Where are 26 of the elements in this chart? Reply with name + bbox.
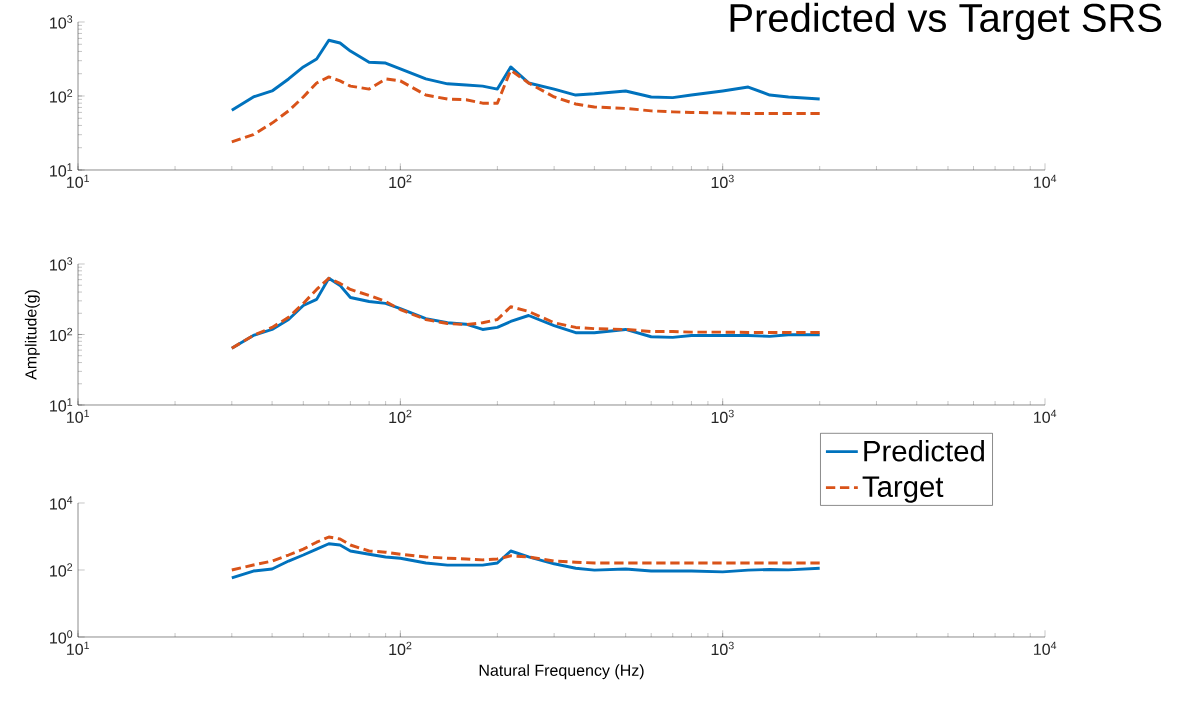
x-tick-label: 10$^{3}$ — [711, 641, 734, 656]
y-tick-label: 10$^{0}$ — [50, 630, 73, 644]
legend-label: Target — [862, 476, 944, 503]
x-axis-title: Natural Frequency (Hz) — [479, 664, 644, 680]
x-tick-label: 10$^{4}$ — [1034, 641, 1057, 655]
legend-label: Predicted — [864, 439, 984, 462]
x-tick-label: 10$^{2}$ — [389, 409, 412, 424]
x-tick-label: 10$^{2}$ — [389, 174, 412, 189]
y-tick-label: 10$^{3}$ — [50, 15, 73, 29]
x-tick-label: 10$^{4}$ — [1034, 174, 1057, 188]
x-tick-label: 10$^{1}$ — [67, 641, 90, 655]
x-tick-label: 10$^{3}$ — [711, 174, 734, 189]
x-tick-label: 10$^{1}$ — [67, 409, 90, 423]
y-tick-label: 10$^{1}$ — [50, 398, 73, 412]
y-tick-label: 10$^{1}$ — [50, 163, 73, 177]
y-axis-title: Amplitude(g) — [24, 290, 40, 380]
y-tick-label: 10$^{3}$ — [50, 257, 73, 271]
y-tick-label: 10$^{2}$ — [50, 89, 73, 103]
y-tick-label: 10$^{2}$ — [50, 563, 73, 577]
x-tick-label: 10$^{2}$ — [389, 641, 412, 656]
x-tick-label: 10$^{1}$ — [67, 174, 90, 188]
y-tick-label: 10$^{2}$ — [50, 327, 73, 342]
y-tick-label: 10$^{4}$ — [50, 496, 73, 510]
chart-title: Predicted vs Target SRS — [730, 2, 1162, 41]
x-tick-label: 10$^{4}$ — [1034, 409, 1057, 423]
x-tick-label: 10$^{3}$ — [711, 409, 734, 424]
